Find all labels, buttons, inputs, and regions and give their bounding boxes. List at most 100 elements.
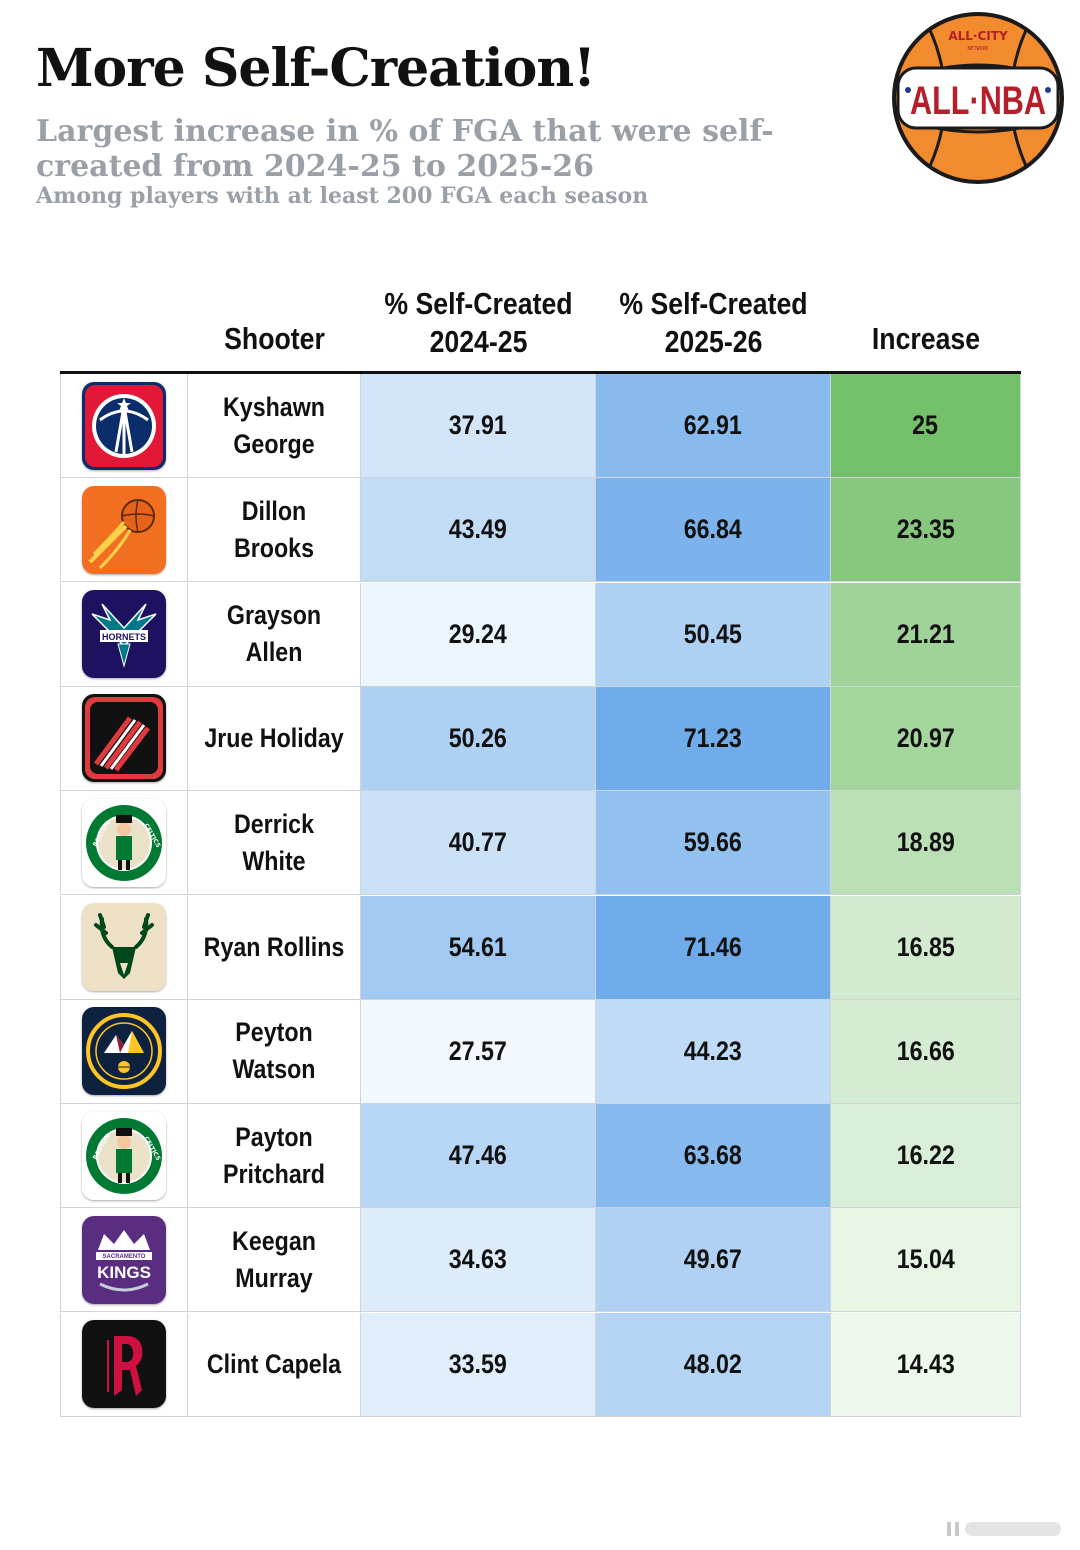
page-subtitle: Largest increase in % of FGA that were s…: [36, 114, 774, 184]
self-created-2024-25-cell: 34.63: [361, 1208, 596, 1313]
self-created-2025-26-cell: 50.45: [596, 582, 831, 687]
self-created-2025-26-cell: 59.66: [596, 791, 831, 896]
hornets-logo-icon: HORNETS: [82, 590, 166, 679]
header-2025-26: % Self-Created 2025-26: [619, 286, 808, 359]
page-title: More Self-Creation!: [36, 38, 596, 99]
team-logo-cell: [60, 686, 188, 791]
shooter-name: Dillon Brooks: [233, 495, 315, 563]
svg-text:HORNETS: HORNETS: [102, 632, 146, 642]
bucks-logo-icon: [82, 903, 166, 991]
increase-cell: 25: [831, 374, 1021, 478]
percent-value: 63.68: [683, 1140, 743, 1171]
increase-value: 16.66: [896, 1035, 955, 1066]
increase-value: 23.35: [896, 514, 955, 545]
shooter-cell: Ryan Rollins: [188, 895, 361, 1000]
page-note: Among players with at least 200 FGA each…: [36, 183, 649, 209]
increase-value: 21.21: [896, 618, 955, 649]
svg-text:NETWORK: NETWORK: [967, 46, 988, 52]
svg-text:KINGS: KINGS: [97, 1263, 151, 1282]
increase-cell: 16.22: [831, 1104, 1021, 1209]
percent-value: 40.77: [448, 827, 508, 858]
increase-cell: 16.85: [831, 895, 1021, 1000]
increase-cell: 14.43: [831, 1312, 1021, 1417]
shooter-cell: Kyshawn George: [188, 374, 361, 478]
increase-cell: 20.97: [831, 686, 1021, 791]
percent-value: 71.46: [683, 931, 743, 962]
self-created-2025-26-cell: 62.91: [596, 374, 831, 478]
team-logo-cell: [60, 374, 188, 478]
self-created-2025-26-cell: 63.68: [596, 1104, 831, 1209]
self-created-2024-25-cell: 50.26: [361, 686, 596, 791]
table-row: Jrue Holiday 50.26 71.23 20.97: [60, 686, 1021, 791]
percent-value: 34.63: [448, 1244, 508, 1275]
percent-value: 49.67: [683, 1244, 743, 1275]
team-logo-cell: [60, 895, 188, 1000]
team-logo-cell: HORNETS: [60, 582, 188, 687]
nuggets-logo-icon: [82, 1007, 166, 1096]
team-logo-cell: BOSTON CELTICS: [60, 1104, 188, 1209]
table-row: Clint Capela 33.59 48.02 14.43: [60, 1312, 1021, 1417]
increase-value: 15.04: [896, 1244, 955, 1275]
increase-cell: 15.04: [831, 1208, 1021, 1313]
percent-value: 66.84: [683, 514, 743, 545]
table-row: HORNETS Grayson Allen 29.24 50.45 21.21: [60, 582, 1021, 687]
shooter-cell: Jrue Holiday: [188, 686, 361, 791]
table-row: Dillon Brooks 43.49 66.84 23.35: [60, 478, 1021, 583]
self-created-2025-26-cell: 48.02: [596, 1312, 831, 1417]
increase-cell: 21.21: [831, 582, 1021, 687]
self-created-2024-25-cell: 29.24: [361, 582, 596, 687]
self-created-2025-26-cell: 71.23: [596, 686, 831, 791]
celtics-logo-icon: BOSTON CELTICS: [82, 1111, 166, 1200]
celtics-logo-icon: BOSTON CELTICS: [82, 798, 166, 887]
table-row: Peyton Watson 27.57 44.23 16.66: [60, 999, 1021, 1104]
shooter-name: Ryan Rollins: [203, 931, 345, 962]
header-shooter: Shooter: [224, 321, 325, 356]
percent-value: 50.26: [448, 722, 508, 753]
table-row: BOSTON CELTICS Payton Pritchard 47.46 63.68 1…: [60, 1104, 1021, 1209]
shooter-cell: Clint Capela: [188, 1312, 361, 1417]
increase-value: 16.22: [896, 1140, 955, 1171]
self-created-2025-26-cell: 71.46: [596, 895, 831, 1000]
increase-value: 16.85: [896, 931, 955, 962]
self-created-2025-26-cell: 44.23: [596, 999, 831, 1104]
percent-value: 59.66: [683, 827, 743, 858]
percent-value: 37.91: [448, 410, 508, 440]
percent-value: 71.23: [683, 722, 743, 753]
increase-cell: 18.89: [831, 791, 1021, 896]
shooter-cell: Keegan Murray: [188, 1208, 361, 1313]
percent-value: 50.45: [683, 618, 743, 649]
increase-cell: 16.66: [831, 999, 1021, 1104]
self-created-2025-26-cell: 49.67: [596, 1208, 831, 1313]
increase-value: 14.43: [896, 1348, 955, 1379]
shooter-name: Jrue Holiday: [204, 722, 344, 753]
team-logo-cell: [60, 1312, 188, 1417]
percent-value: 54.61: [448, 931, 508, 962]
shooter-cell: Grayson Allen: [188, 582, 361, 687]
shooter-cell: Derrick White: [188, 791, 361, 896]
shooter-name: Clint Capela: [206, 1348, 342, 1379]
percent-value: 43.49: [448, 514, 508, 545]
shooter-cell: Dillon Brooks: [188, 478, 361, 583]
percent-value: 29.24: [448, 618, 508, 649]
svg-text:ALL·CITY: ALL·CITY: [948, 29, 1008, 43]
self-created-2024-25-cell: 27.57: [361, 999, 596, 1104]
wizards-logo-icon: [82, 381, 166, 470]
self-created-2024-25-cell: 43.49: [361, 478, 596, 583]
percent-value: 47.46: [448, 1140, 508, 1171]
percent-value: 48.02: [683, 1348, 743, 1379]
percent-value: 27.57: [448, 1035, 508, 1066]
shooter-name: Keegan Murray: [232, 1225, 316, 1293]
team-logo-cell: BOSTON CELTICS: [60, 791, 188, 896]
svg-text:ALL·NBA: ALL·NBA: [910, 79, 1046, 123]
all-nba-logo-icon: ALL·CITY NETWORK ALL·NBA: [892, 12, 1064, 184]
percent-value: 33.59: [448, 1348, 508, 1379]
shooter-name: Derrick White: [233, 808, 315, 876]
svg-text:SACRAMENTO: SACRAMENTO: [103, 1254, 146, 1260]
table-row: Kyshawn George 37.91 62.91 25: [60, 374, 1021, 478]
self-created-2024-25-cell: 47.46: [361, 1104, 596, 1209]
shooter-name: Grayson Allen: [226, 600, 322, 668]
shooter-name: Payton Pritchard: [223, 1121, 325, 1189]
self-created-2024-25-cell: 33.59: [361, 1312, 596, 1417]
header-increase: Increase: [871, 321, 981, 356]
self-created-2024-25-cell: 37.91: [361, 374, 596, 478]
